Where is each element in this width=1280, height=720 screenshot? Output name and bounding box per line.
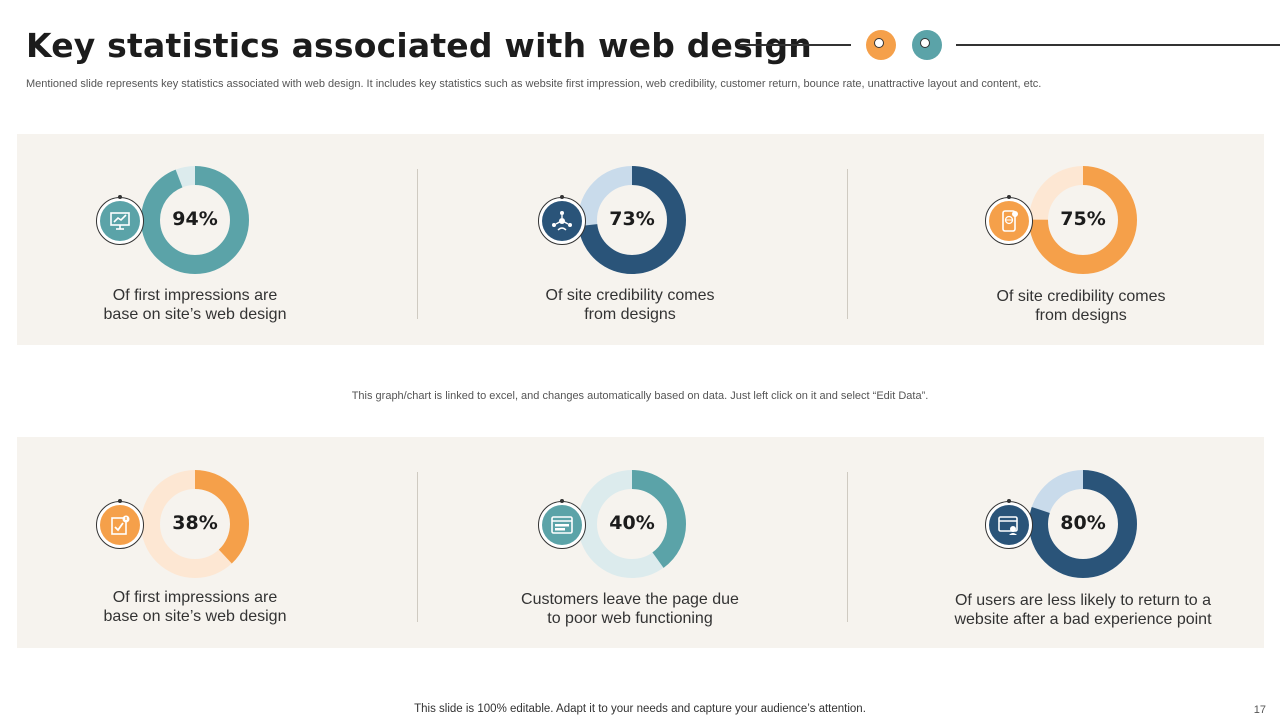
stat-icon-badge xyxy=(538,195,586,245)
presentation-board-icon xyxy=(100,201,140,241)
mobile-web-icon xyxy=(989,201,1029,241)
stat-icon-badge xyxy=(96,195,144,245)
stat-caption: Of first impressions are base on site’s w… xyxy=(65,588,325,626)
icon-badge-dot xyxy=(1007,499,1011,503)
stat-percentage: 40% xyxy=(609,512,655,534)
footer-text: This slide is 100% editable. Adapt it to… xyxy=(414,703,866,715)
title-rule-right xyxy=(956,44,1280,46)
donut-value-arc xyxy=(1029,166,1137,274)
donut-chart xyxy=(1029,166,1137,274)
checklist-alert-icon xyxy=(100,505,140,545)
donut-value-arc xyxy=(578,470,686,578)
stat-caption-line: website after a bad experience point xyxy=(954,611,1212,628)
donut-value-arc xyxy=(578,166,686,274)
stat-caption-line: Customers leave the page due xyxy=(521,591,739,608)
page-title: Key statistics associated with web desig… xyxy=(26,26,813,65)
page-number: 17 xyxy=(1253,704,1266,716)
stat-caption-line: Of first impressions are xyxy=(112,589,278,606)
stat-caption: Customers leave the page due to poor web … xyxy=(500,590,760,628)
network-people-icon xyxy=(542,201,582,241)
panel-divider xyxy=(417,169,418,319)
stat-percentage: 73% xyxy=(609,208,655,230)
stat-icon-badge xyxy=(538,499,586,549)
donut-chart xyxy=(141,470,249,578)
icon-badge-dot xyxy=(560,195,564,199)
stat-icon-badge xyxy=(985,195,1033,245)
icon-badge-dot xyxy=(118,195,122,199)
stat-caption: Of site credibility comes from designs xyxy=(500,286,760,324)
stat-caption: Of users are less likely to return to a w… xyxy=(923,591,1243,629)
panel-divider xyxy=(417,472,418,622)
browser-window-icon xyxy=(542,505,582,545)
stat-caption-line: Of site credibility comes xyxy=(545,287,715,304)
donut-chart xyxy=(1029,470,1137,578)
stat-caption: Of first impressions are base on site’s w… xyxy=(65,286,325,324)
icon-badge-dot xyxy=(1007,195,1011,199)
stat-icon-badge xyxy=(96,499,144,549)
donut-chart xyxy=(578,470,686,578)
stat-caption-line: from designs xyxy=(1035,307,1127,324)
stat-caption-line: base on site’s web design xyxy=(103,608,287,625)
stat-percentage: 38% xyxy=(172,512,218,534)
title-rule-left xyxy=(738,44,851,46)
stat-caption-line: Of site credibility comes xyxy=(996,288,1166,305)
icon-badge-dot xyxy=(560,499,564,503)
icon-badge-dot xyxy=(118,499,122,503)
stat-percentage: 75% xyxy=(1060,208,1106,230)
stat-caption-line: from designs xyxy=(584,306,676,323)
donut-chart xyxy=(578,166,686,274)
stat-caption-line: Of first impressions are xyxy=(112,287,278,304)
browser-user-icon xyxy=(989,505,1029,545)
donut-value-arc xyxy=(141,166,249,274)
stat-caption-line: base on site’s web design xyxy=(103,306,287,323)
stat-percentage: 80% xyxy=(1060,512,1106,534)
decor-circle-orange xyxy=(866,30,896,60)
stat-caption: Of site credibility comes from designs xyxy=(951,287,1211,325)
decor-circle-teal xyxy=(912,30,942,60)
stat-percentage: 94% xyxy=(172,208,218,230)
donut-chart xyxy=(141,166,249,274)
stat-icon-badge xyxy=(985,499,1033,549)
panel-divider xyxy=(847,472,848,622)
slide-description: Mentioned slide represents key statistic… xyxy=(26,78,1042,90)
donut-value-arc xyxy=(141,470,249,578)
panel-divider xyxy=(847,169,848,319)
stat-caption-line: Of users are less likely to return to a xyxy=(954,592,1212,609)
chart-link-note: This graph/chart is linked to excel, and… xyxy=(351,390,929,402)
donut-value-arc xyxy=(1029,470,1137,578)
stat-caption-line: to poor web functioning xyxy=(547,610,713,627)
